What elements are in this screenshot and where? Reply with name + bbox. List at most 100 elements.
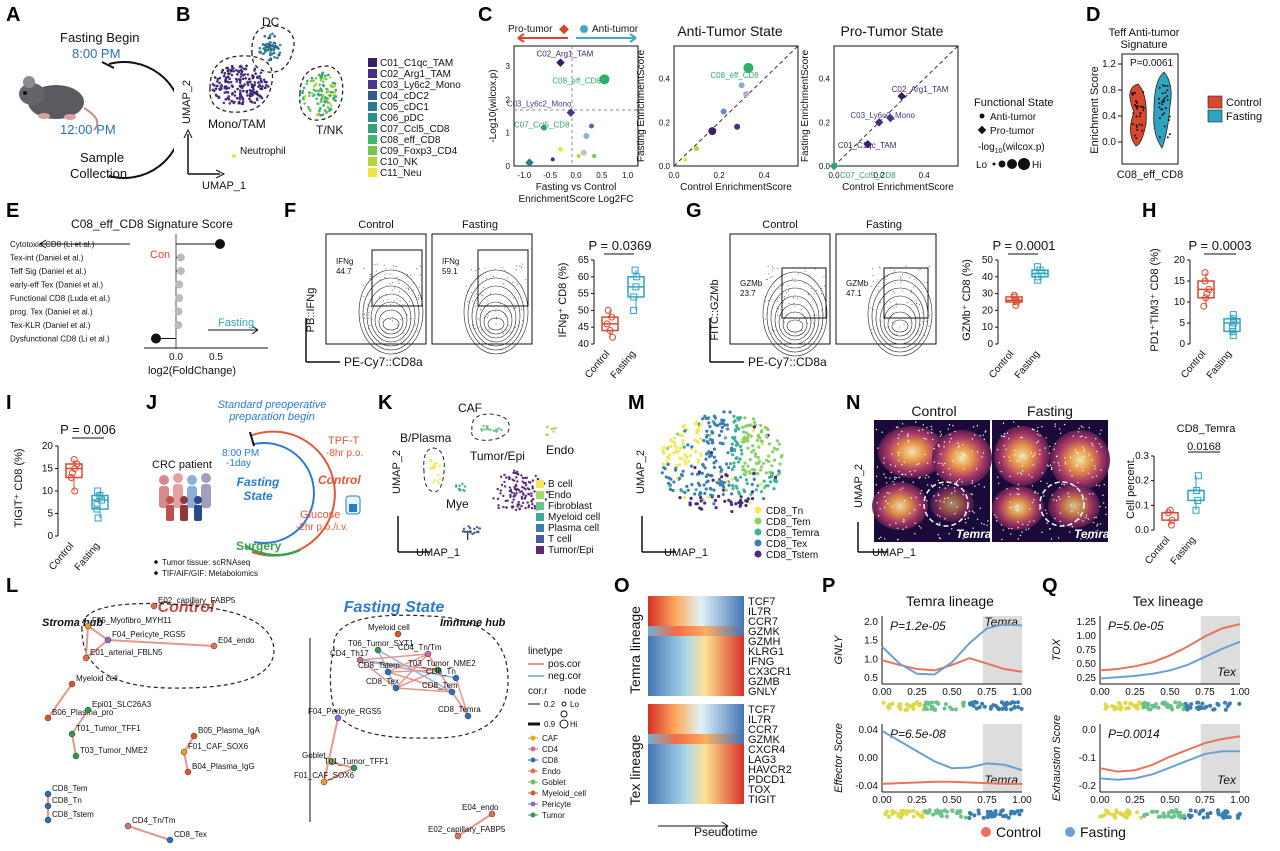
density-dot [1057, 496, 1060, 498]
umap-point [729, 500, 733, 504]
density-dot [1039, 434, 1041, 437]
box-ytick: 0.2 [1135, 476, 1149, 487]
flow-event [810, 288, 812, 290]
umap-point [473, 527, 476, 531]
flow-event [814, 314, 816, 316]
violin-dot [1134, 91, 1137, 94]
umap-point [742, 489, 747, 493]
density-dot [876, 466, 879, 468]
flow-event [774, 315, 776, 317]
umap-point [694, 488, 698, 492]
density-dot [917, 462, 920, 465]
density-dot [1034, 491, 1037, 493]
legend-item: C03_Ly6c2_Mono [380, 80, 461, 91]
flow-event [512, 281, 514, 283]
umap-point [762, 496, 766, 501]
flow-event [515, 306, 517, 308]
umap-point [733, 449, 737, 453]
umap-point [246, 83, 250, 87]
l-node [150, 602, 158, 610]
density-dot [940, 433, 943, 436]
c1-label: C07_Ccl5_CD8 [514, 121, 570, 130]
strip-dot [959, 814, 964, 819]
density-dot [944, 517, 946, 520]
lp-ylabel: TOX [1051, 638, 1063, 661]
umap-point [315, 97, 318, 101]
flow-event [792, 297, 794, 299]
legend-swatch [368, 69, 377, 78]
umap-point [673, 468, 678, 472]
umap-point [518, 503, 521, 506]
umap-point [773, 475, 778, 479]
flow-event [507, 289, 509, 291]
density-dot [903, 518, 905, 521]
violin-dot [1136, 107, 1139, 110]
panel-label-c: C [478, 4, 493, 26]
density-dot [972, 426, 975, 428]
umap-point [267, 44, 271, 47]
density-dot [1003, 444, 1005, 447]
umap-point [516, 470, 519, 474]
c3-ticks: 0.0 0.2 0.40.00.20.4 [819, 75, 930, 180]
heat-gene: PDCD1 [748, 774, 785, 786]
strip-dot [1137, 700, 1142, 705]
strip-dot [1221, 815, 1226, 820]
umap-point [223, 91, 227, 94]
lp-ytick: 1.0 [864, 654, 878, 665]
umap-point [681, 425, 685, 429]
density-dot [1100, 429, 1102, 432]
umap-point [524, 484, 528, 487]
l-node-label: Myeloid cell [368, 623, 410, 632]
umap-point [437, 474, 440, 477]
lp-xtick: 1.00 [1012, 687, 1032, 698]
umap-point [250, 83, 254, 86]
f-pvalue: P = 0.0369 [588, 238, 651, 253]
density-dot [983, 523, 985, 526]
violin-dot [1138, 115, 1141, 118]
legend-swatch [536, 535, 544, 543]
density-dot [919, 492, 922, 495]
strip-dot [1188, 808, 1193, 813]
umap-point [527, 504, 531, 507]
strip-dot [900, 812, 905, 817]
umap-point [704, 457, 708, 461]
umap-point [735, 486, 739, 490]
umap-point [697, 425, 701, 430]
flow-event [821, 328, 823, 330]
umap-point [214, 87, 218, 91]
strip-dot [886, 814, 891, 819]
umap-point [520, 474, 523, 477]
umap-point [530, 494, 533, 498]
strip-dot [1123, 700, 1128, 705]
flow-event [823, 276, 825, 278]
flow-event [363, 317, 365, 319]
umap-point [681, 469, 685, 473]
density-dot [886, 492, 888, 494]
umap-point [224, 98, 228, 101]
density-dot [1050, 538, 1053, 540]
flow-event [892, 312, 894, 314]
umap-point [731, 486, 735, 491]
strip-dot [1019, 808, 1024, 813]
umap-point [475, 530, 479, 534]
flow-event [521, 320, 523, 322]
flow-event [916, 303, 918, 305]
strip-dot [963, 815, 968, 820]
density-dot [1017, 472, 1019, 474]
umap-point [731, 483, 735, 488]
heat-row [648, 734, 744, 744]
flow-event [915, 285, 917, 287]
l-edge [87, 625, 109, 641]
density-dot [875, 428, 878, 431]
umap-point [546, 491, 549, 494]
umap-point [696, 460, 700, 464]
heat-row [648, 676, 744, 686]
umap-point [756, 484, 760, 488]
density-dot [1078, 427, 1080, 430]
umap-point [730, 446, 734, 450]
density-dot [1049, 527, 1051, 530]
umap-point [221, 68, 225, 72]
panel-label-q: Q [1042, 575, 1058, 597]
umap-point [211, 83, 215, 86]
